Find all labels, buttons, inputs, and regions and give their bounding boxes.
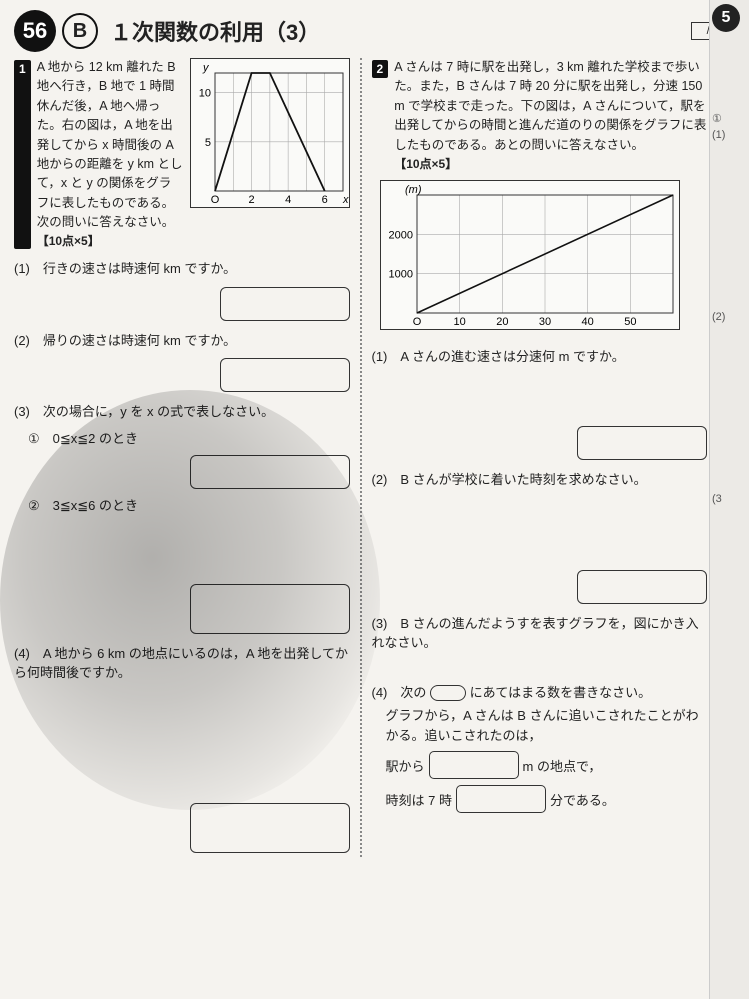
q4-row1-pre: 駅から	[386, 756, 425, 775]
question-1: (1) A さんの進む速さは分速何 m ですか。	[372, 347, 708, 367]
question-1: (1) 行きの速さは時速何 km ですか。	[14, 259, 350, 279]
graph-right: O 10 20 30 40 50 1000 2000 (m) （分）	[380, 180, 680, 330]
graph-left: O 2 4 6 5 10 y x	[190, 58, 350, 208]
answer-box-inline[interactable]	[456, 785, 546, 813]
svg-text:O: O	[412, 316, 421, 328]
next-page-number: 5	[712, 4, 740, 32]
svg-text:x: x	[342, 194, 349, 206]
column-right: 2 A さんは 7 時に駅を出発し，3 km 離れた学校まで歩いた。また，B さ…	[372, 58, 736, 857]
answer-box[interactable]	[190, 455, 350, 489]
answer-box-inline[interactable]	[429, 751, 519, 779]
section-text: A さんは 7 時に駅を出発し，3 km 離れた学校まで歩いた。また，B さんは…	[394, 60, 706, 152]
svg-text:O: O	[210, 194, 219, 206]
q4-mid: にあてはまる数を書きなさい。	[470, 685, 651, 700]
level-badge: B	[62, 13, 98, 49]
answer-box[interactable]	[190, 584, 350, 634]
svg-text:2: 2	[248, 194, 254, 206]
question-2: (2) 帰りの速さは時速何 km ですか。	[14, 331, 350, 351]
svg-text:40: 40	[581, 316, 593, 328]
next-page-sliver: 5 ① (1) (2) (3	[709, 0, 749, 999]
question-3: (3) B さんの進んだようすを表すグラフを，図にかき入れなさい。	[372, 614, 708, 653]
crop-label: (3	[712, 493, 747, 505]
svg-text:6: 6	[321, 194, 327, 206]
page-number-badge: 56	[14, 10, 56, 52]
points-label: 【10点×5】	[394, 157, 457, 171]
svg-text:2000: 2000	[388, 229, 412, 241]
svg-text:（分）: （分）	[673, 315, 680, 328]
worksheet-header: 56 B １次関数の利用（3） /100	[14, 10, 735, 52]
svg-text:20: 20	[496, 316, 508, 328]
points-label: 【10点×5】	[37, 234, 100, 248]
svg-text:10: 10	[198, 88, 210, 100]
svg-text:5: 5	[204, 137, 210, 149]
svg-text:30: 30	[538, 316, 550, 328]
answer-box[interactable]	[577, 570, 707, 604]
question-3-sub-1: ① 0≦x≦2 のとき	[28, 428, 350, 447]
answer-box[interactable]	[190, 803, 350, 853]
question-3-sub-2: ② 3≦x≦6 のとき	[28, 495, 350, 514]
svg-text:y: y	[202, 62, 210, 74]
q4-row2-pre: 時刻は 7 時	[386, 790, 452, 809]
answer-box[interactable]	[220, 287, 350, 321]
section-text: A 地から 12 km 離れた B 地へ行き，B 地で 1 時間休んだ後，A 地…	[37, 60, 183, 229]
column-divider	[360, 58, 362, 857]
q4-lead: (4) 次の	[372, 685, 427, 700]
answer-box[interactable]	[577, 426, 707, 460]
page-title: １次関数の利用（3）	[110, 15, 320, 47]
answer-box[interactable]	[220, 358, 350, 392]
question-4: (4) A 地から 6 km の地点にいるのは，A 地を出発してから何時間後です…	[14, 644, 350, 683]
question-2: (2) B さんが学校に着いた時刻を求めなさい。	[372, 470, 708, 490]
crop-label: (2)	[712, 311, 747, 323]
q4-body: グラフから，A さんは B さんに追いこされたことがわかる。追いこされたのは，	[386, 706, 708, 745]
blank-shape-icon	[430, 685, 466, 701]
crop-label: ①	[712, 112, 747, 125]
crop-label: (1)	[712, 129, 747, 141]
svg-text:(m): (m)	[405, 184, 422, 196]
q4-row1-post: m の地点で，	[523, 756, 602, 775]
section-number: 1	[14, 60, 31, 249]
svg-text:10: 10	[453, 316, 465, 328]
svg-text:4: 4	[285, 194, 291, 206]
svg-text:50: 50	[624, 316, 636, 328]
question-3: (3) 次の場合に，y を x の式で表しなさい。	[14, 402, 350, 422]
question-4: (4) 次の にあてはまる数を書きなさい。	[372, 683, 708, 703]
q4-row2-post: 分である。	[550, 790, 615, 809]
section-number: 2	[372, 60, 389, 78]
svg-text:1000: 1000	[388, 269, 412, 281]
column-left: 1 A 地から 12 km 離れた B 地へ行き，B 地で 1 時間休んだ後，A…	[14, 58, 350, 857]
